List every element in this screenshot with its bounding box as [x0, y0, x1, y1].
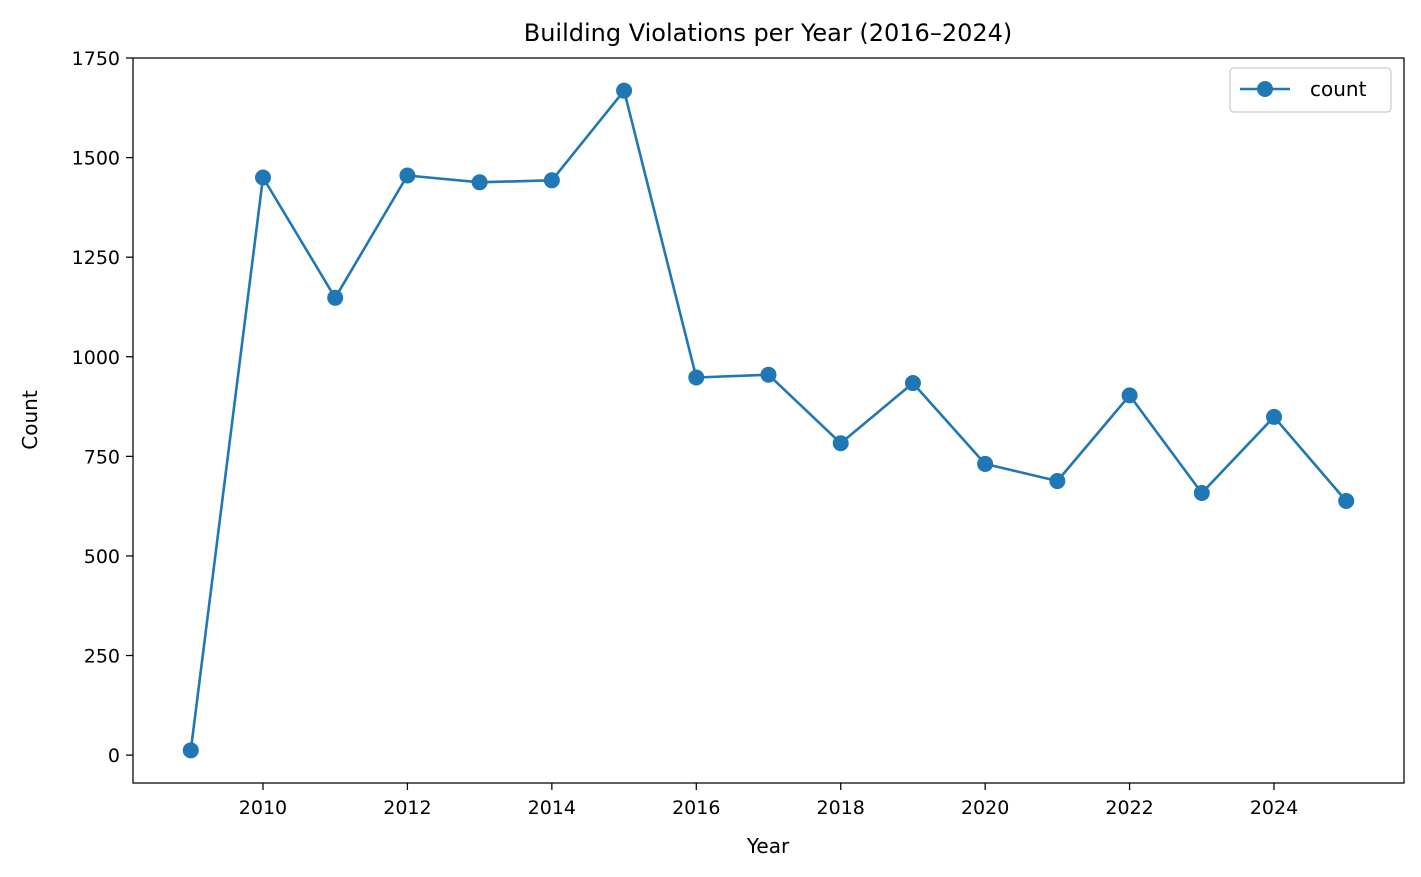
- data-point: [760, 366, 777, 383]
- x-tick-label: 2010: [239, 797, 287, 819]
- x-tick-label: 2020: [961, 797, 1009, 819]
- data-point: [832, 435, 849, 452]
- data-point: [543, 172, 560, 189]
- data-point: [182, 742, 199, 759]
- legend-entry-label: count: [1310, 77, 1367, 101]
- data-point: [254, 169, 271, 186]
- y-tick-label: 250: [84, 646, 120, 668]
- x-tick-label: 2012: [383, 797, 431, 819]
- x-axis-label: Year: [746, 834, 790, 858]
- y-tick-label: 1500: [72, 148, 120, 170]
- x-tick-label: 2016: [672, 797, 720, 819]
- y-tick-label: 500: [84, 546, 120, 568]
- legend-marker-sample: [1257, 81, 1273, 97]
- data-point: [471, 174, 488, 191]
- chart-title: Building Violations per Year (2016–2024): [524, 19, 1013, 47]
- data-point: [1266, 408, 1283, 425]
- data-point: [1049, 473, 1066, 490]
- data-point: [327, 289, 344, 306]
- x-tick-label: 2014: [528, 797, 576, 819]
- x-tick-label: 2024: [1250, 797, 1298, 819]
- legend-frame: [1229, 67, 1392, 113]
- x-tick-label: 2022: [1105, 797, 1153, 819]
- data-series: [182, 82, 1355, 759]
- data-point: [1193, 485, 1210, 501]
- data-point: [904, 375, 921, 392]
- data-point: [616, 82, 633, 99]
- data-point: [1338, 492, 1355, 509]
- y-tick-label: 750: [84, 446, 120, 468]
- legend: count: [1229, 67, 1392, 113]
- axis-ticks: 2010 2012 2014 2016 2018 2020 2022 2024 0 250 500 7…: [72, 48, 1299, 819]
- y-axis-label: Count: [18, 390, 42, 450]
- plot-area-frame: [132, 57, 1405, 784]
- data-point: [1121, 387, 1138, 404]
- y-tick-label: 0: [108, 745, 120, 767]
- x-tick-label: 2018: [817, 797, 865, 819]
- y-tick-label: 1750: [72, 48, 120, 70]
- data-point: [399, 167, 416, 184]
- data-point: [977, 455, 994, 472]
- y-tick-label: 1250: [72, 247, 120, 269]
- data-point: [688, 369, 705, 386]
- y-tick-label: 1000: [72, 347, 120, 369]
